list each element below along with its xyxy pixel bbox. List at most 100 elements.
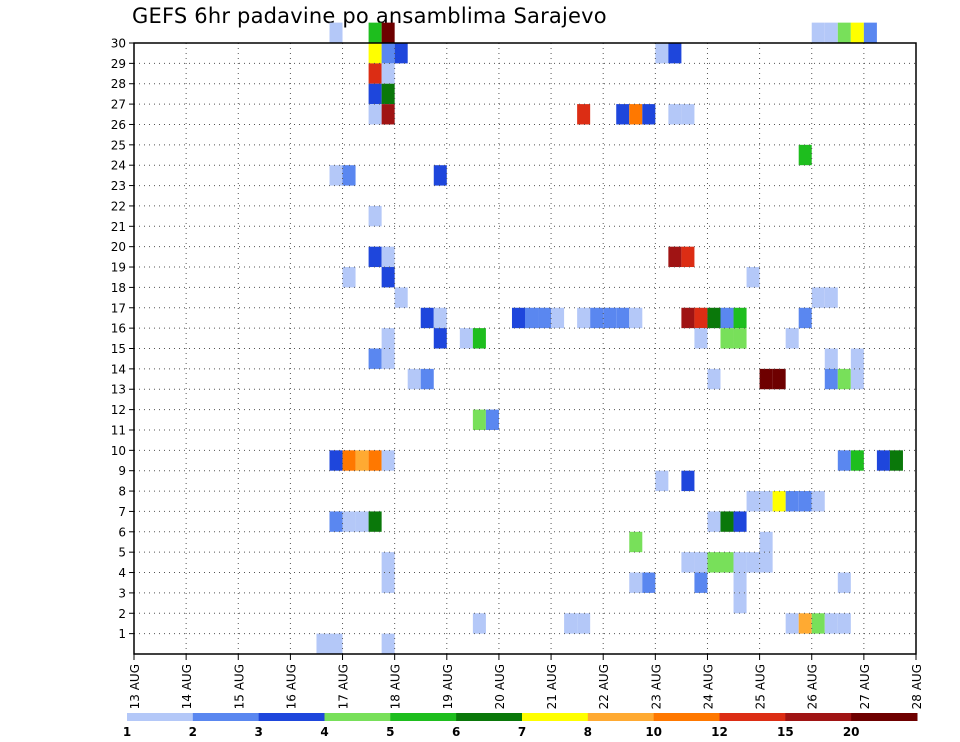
data-cell [681, 552, 695, 573]
y-axis-ticks: 1234567891011121314151617181920212223242… [111, 37, 134, 641]
data-cell [485, 409, 499, 430]
x-tick-label: 19 AUG [441, 664, 455, 709]
data-cell [577, 307, 591, 329]
data-cell [837, 613, 851, 634]
x-tick-label: 17 AUG [337, 664, 351, 709]
x-tick-label: 28 AUG [910, 664, 924, 709]
data-cell [368, 348, 382, 369]
data-cell [642, 572, 656, 593]
data-cell [381, 246, 395, 268]
data-cell [381, 83, 395, 105]
data-cell [381, 22, 395, 43]
data-cell [681, 307, 695, 329]
data-cell [433, 328, 447, 349]
data-cell [381, 633, 395, 654]
data-cell [681, 104, 695, 125]
y-tick-label: 5 [118, 546, 126, 560]
data-cell [759, 368, 773, 390]
data-cell [863, 22, 877, 43]
y-tick-label: 11 [111, 423, 126, 437]
y-tick-label: 4 [118, 566, 126, 580]
colorbar-swatch [324, 713, 391, 721]
data-cell [394, 43, 408, 64]
x-tick-label: 27 AUG [858, 664, 872, 709]
data-cell [368, 205, 382, 227]
x-tick-label: 13 AUG [128, 664, 142, 709]
data-cell [459, 328, 473, 349]
colorbar-label: 8 [584, 725, 592, 739]
data-cell [577, 104, 591, 125]
data-cell [629, 531, 643, 553]
data-cell [785, 613, 799, 634]
x-tick-label: 20 AUG [493, 664, 507, 709]
data-cell [798, 307, 812, 329]
y-tick-label: 20 [111, 240, 126, 254]
data-cell [368, 43, 382, 64]
x-tick-label: 14 AUG [180, 664, 194, 709]
data-cell [629, 104, 643, 125]
data-cell [746, 552, 760, 573]
data-cell [655, 43, 669, 64]
data-cell [368, 22, 382, 43]
data-cell [785, 491, 799, 512]
data-cell [876, 450, 890, 471]
data-cell [329, 165, 343, 186]
data-cell [811, 613, 825, 634]
data-cell [629, 572, 643, 593]
data-cell [733, 511, 747, 532]
data-cell [368, 63, 382, 84]
x-tick-label: 22 AUG [597, 664, 611, 709]
data-cell [850, 22, 864, 43]
data-cell [355, 511, 369, 532]
data-cell [551, 307, 565, 329]
y-tick-label: 27 [111, 98, 126, 112]
data-cell [733, 307, 747, 329]
data-cell [733, 592, 747, 614]
data-cell [759, 531, 773, 553]
data-cell [342, 267, 356, 288]
y-tick-label: 8 [118, 485, 126, 499]
data-cell [824, 287, 838, 308]
data-cell [433, 307, 447, 329]
colorbar-label: 6 [452, 725, 460, 739]
data-cell [577, 613, 591, 634]
data-cell [381, 348, 395, 369]
data-cell [850, 450, 864, 471]
data-cell [772, 491, 786, 512]
data-cells [316, 22, 903, 654]
data-cell [733, 328, 747, 349]
data-cell [655, 470, 669, 492]
y-tick-label: 18 [111, 281, 126, 295]
colorbar-label: 1 [123, 725, 131, 739]
data-cell [368, 511, 382, 532]
data-cell [707, 307, 721, 329]
y-tick-label: 15 [111, 342, 126, 356]
data-cell [668, 246, 682, 268]
data-cell [368, 83, 382, 105]
data-cell [798, 491, 812, 512]
data-cell [837, 22, 851, 43]
data-cell [798, 144, 812, 166]
data-cell [511, 307, 525, 329]
data-cell [472, 409, 486, 430]
x-tick-label: 21 AUG [545, 664, 559, 709]
x-tick-label: 15 AUG [232, 664, 246, 709]
data-cell [525, 307, 539, 329]
data-cell [472, 613, 486, 634]
colorbar-swatch [653, 713, 720, 721]
data-cell [407, 368, 421, 390]
colorbar-swatch [127, 713, 194, 721]
x-tick-label: 25 AUG [754, 664, 768, 709]
y-tick-label: 24 [111, 159, 126, 173]
y-tick-label: 3 [118, 586, 126, 600]
data-cell [720, 552, 734, 573]
data-cell [707, 552, 721, 573]
x-tick-label: 16 AUG [284, 664, 298, 709]
colorbar-swatch [851, 713, 918, 721]
colorbar-swatch [785, 713, 852, 721]
y-tick-label: 1 [118, 627, 126, 641]
data-cell [798, 613, 812, 634]
data-cell [850, 368, 864, 390]
data-cell [720, 511, 734, 532]
